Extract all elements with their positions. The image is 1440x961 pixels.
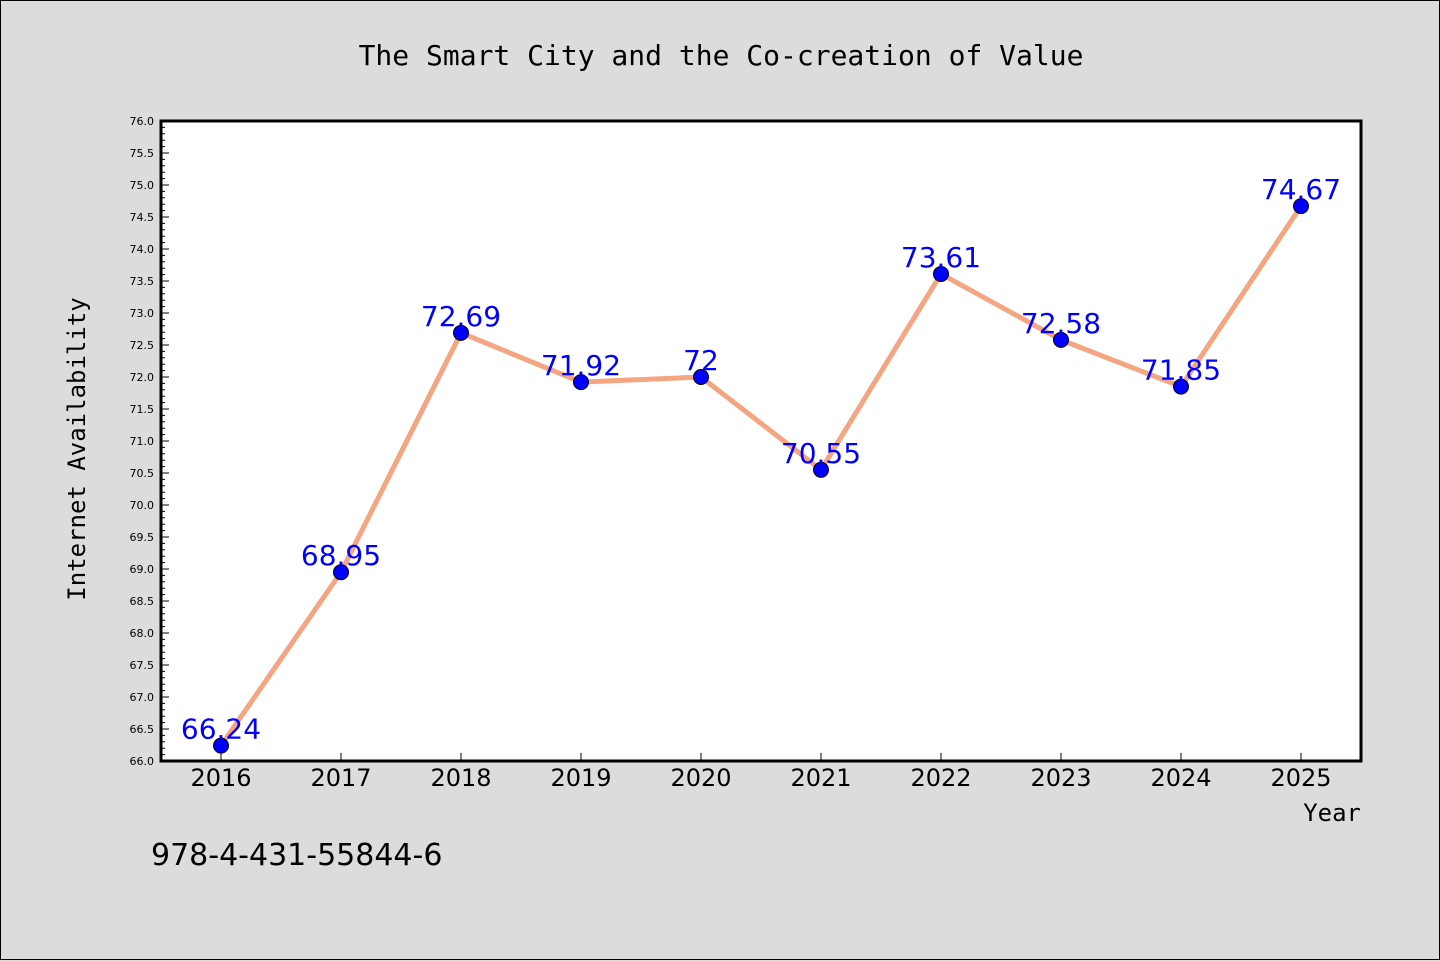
y-tick-label: 71.0 (130, 435, 155, 448)
y-tick-label: 75.5 (130, 147, 155, 160)
data-point-label: 72 (683, 344, 719, 377)
data-point-label: 74.67 (1261, 173, 1341, 206)
y-tick-label: 72.0 (130, 371, 155, 384)
data-point-label: 72.69 (421, 300, 501, 333)
y-tick-label: 71.5 (130, 403, 155, 416)
series-line-group (218, 203, 1304, 749)
x-tick-label: 2019 (550, 764, 611, 792)
y-tick-label: 72.5 (130, 339, 155, 352)
data-point-label: 72.58 (1021, 307, 1101, 340)
x-tick-label: 2022 (910, 764, 971, 792)
data-point-marker (333, 564, 349, 581)
data-point-marker (1293, 198, 1309, 215)
y-tick-label: 74.0 (130, 243, 155, 256)
x-tick-label: 2017 (310, 764, 371, 792)
y-tick-label: 69.0 (130, 563, 155, 576)
x-axis-ticks: 2016 2017 2018 2019 2020 2021 2022 2023 2024 2025 (190, 753, 1332, 792)
y-tick-label: 67.0 (130, 691, 155, 704)
x-tick-label: 2024 (1150, 764, 1211, 792)
y-tick-label: 68.5 (130, 595, 155, 608)
data-point-label: 66.24 (181, 713, 261, 746)
y-tick-label: 74.5 (130, 211, 155, 224)
series-line (218, 203, 1304, 749)
y-tick-label: 75.0 (130, 179, 155, 192)
x-tick-label: 2020 (670, 764, 731, 792)
marker-group (213, 198, 1309, 754)
y-tick-label: 66.5 (130, 723, 155, 736)
data-point-label: 73.61 (901, 241, 981, 274)
y-tick-label: 73.5 (130, 275, 155, 288)
x-tick-label: 2023 (1030, 764, 1091, 792)
x-axis-label: Year (1303, 799, 1361, 827)
footer-code: 978-4-431-55844-6 (151, 838, 442, 873)
x-tick-label: 2018 (430, 764, 491, 792)
chart-title: The Smart City and the Co-creation of Va… (359, 39, 1084, 72)
data-point-marker (573, 374, 589, 391)
data-point-marker (813, 461, 829, 478)
data-point-marker (933, 265, 949, 282)
y-tick-label: 70.5 (130, 467, 155, 480)
y-tick-label: 66.0 (130, 755, 155, 768)
data-point-marker (453, 324, 469, 341)
data-point-label: 70.55 (781, 437, 861, 470)
y-tick-label: 67.5 (130, 659, 155, 672)
y-axis-label: Internet Availability (63, 297, 91, 600)
plot-area (161, 121, 1361, 761)
data-point-label: 71.85 (1141, 354, 1221, 387)
data-point-marker (1053, 331, 1069, 348)
y-tick-label: 70.0 (130, 499, 155, 512)
y-axis-ticks: 66.0 66.5 67.0 67.5 68.0 68.5 69.0 69.5 70.0 70.5… (130, 115, 169, 768)
data-point-label: 68.95 (301, 539, 381, 572)
y-tick-label: 73.0 (130, 307, 155, 320)
plot-border (159, 119, 1363, 763)
point-label-group: 66.24 68.95 72.69 71.92 72 70.55 73.61 72.58 71.… (181, 173, 1341, 746)
y-tick-label: 76.0 (130, 115, 155, 128)
x-tick-label: 2021 (790, 764, 851, 792)
data-point-marker (693, 369, 709, 385)
x-tick-label: 2016 (190, 764, 251, 792)
x-tick-label: 2025 (1270, 764, 1331, 792)
data-point-marker (213, 737, 229, 754)
data-point-marker (1173, 378, 1189, 395)
data-point-label: 71.92 (541, 349, 621, 382)
y-tick-label: 68.0 (130, 627, 155, 640)
y-tick-label: 69.5 (130, 531, 155, 544)
